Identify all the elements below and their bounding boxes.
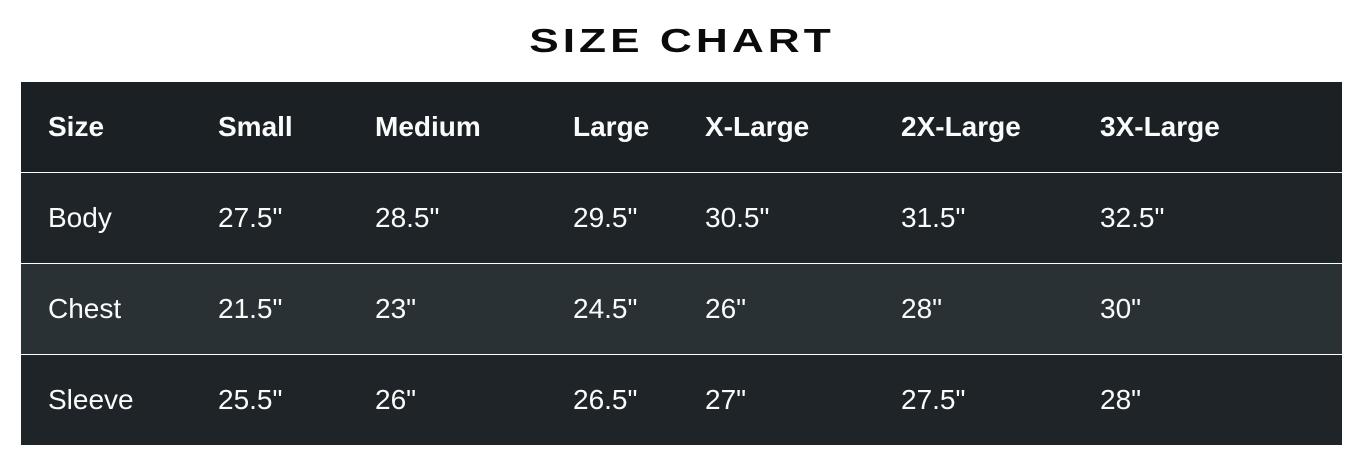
column-header: 2X-Large <box>901 110 1021 142</box>
row-label: Sleeve <box>48 383 134 415</box>
row-label: Chest <box>48 292 122 324</box>
row-label: Body <box>48 201 112 233</box>
column-header: Large <box>573 110 650 142</box>
size-value-cell: 32.5" <box>1100 201 1165 233</box>
table-row: Sleeve 25.5" 26" 26.5" 27" 27.5" 28" <box>21 354 1342 445</box>
page-title: SIZE CHART <box>529 22 835 59</box>
size-chart-table: Size Small Medium Large X-Large 2X-Large 3X-La… <box>21 82 1342 445</box>
column-header: Size <box>48 110 105 142</box>
column-header: 3X-Large <box>1100 110 1220 142</box>
size-value-cell: 28" <box>1100 383 1142 415</box>
size-value-cell: 26" <box>705 292 747 324</box>
column-header: Medium <box>375 110 481 142</box>
size-value-cell: 21.5" <box>218 292 283 324</box>
column-header: X-Large <box>705 110 810 142</box>
size-value-cell: 24.5" <box>573 292 638 324</box>
size-value-cell: 28.5" <box>375 201 440 233</box>
header-row: Size Small Medium Large X-Large 2X-Large 3X-La… <box>21 82 1342 172</box>
size-chart-title-wrap: SIZE CHART <box>0 0 1364 82</box>
size-value-cell: 30" <box>1100 292 1142 324</box>
size-value-cell: 25.5" <box>218 383 283 415</box>
size-value-cell: 23" <box>375 292 417 324</box>
table-row: Chest 21.5" 23" 24.5" 26" 28" 30" <box>21 263 1342 354</box>
size-chart-header: Size Small Medium Large X-Large 2X-Large 3X-La… <box>21 82 1342 172</box>
size-value-cell: 29.5" <box>573 201 638 233</box>
size-chart-body: Body 27.5" 28.5" 29.5" 30.5" 31.5" 32.5" Chest 2… <box>21 172 1342 445</box>
size-value-cell: 26" <box>375 383 417 415</box>
size-value-cell: 27" <box>705 383 747 415</box>
size-value-cell: 31.5" <box>901 201 966 233</box>
table-row: Body 27.5" 28.5" 29.5" 30.5" 31.5" 32.5" <box>21 172 1342 263</box>
size-value-cell: 28" <box>901 292 943 324</box>
size-value-cell: 30.5" <box>705 201 770 233</box>
column-header: Small <box>218 110 293 142</box>
size-value-cell: 27.5" <box>901 383 966 415</box>
size-value-cell: 26.5" <box>573 383 638 415</box>
size-value-cell: 27.5" <box>218 201 283 233</box>
